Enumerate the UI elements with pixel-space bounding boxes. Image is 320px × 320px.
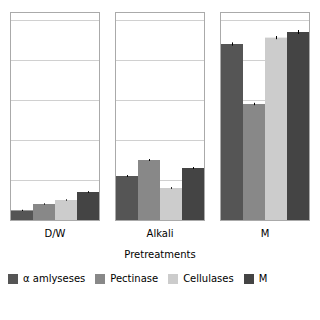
svg-text:Alkali: Alkali — [147, 228, 174, 239]
html-text:α amlyseses: α amlyseses — [23, 273, 86, 284]
html-text:M: M — [258, 273, 268, 284]
html-text:Cellulases: Cellulases — [183, 273, 234, 284]
svg-text:M: M — [261, 228, 270, 239]
svg-text:D/W: D/W — [45, 228, 66, 239]
svg-text:Pretreatments: Pretreatments — [124, 249, 195, 260]
html-text:Pectinase: Pectinase — [110, 273, 159, 284]
